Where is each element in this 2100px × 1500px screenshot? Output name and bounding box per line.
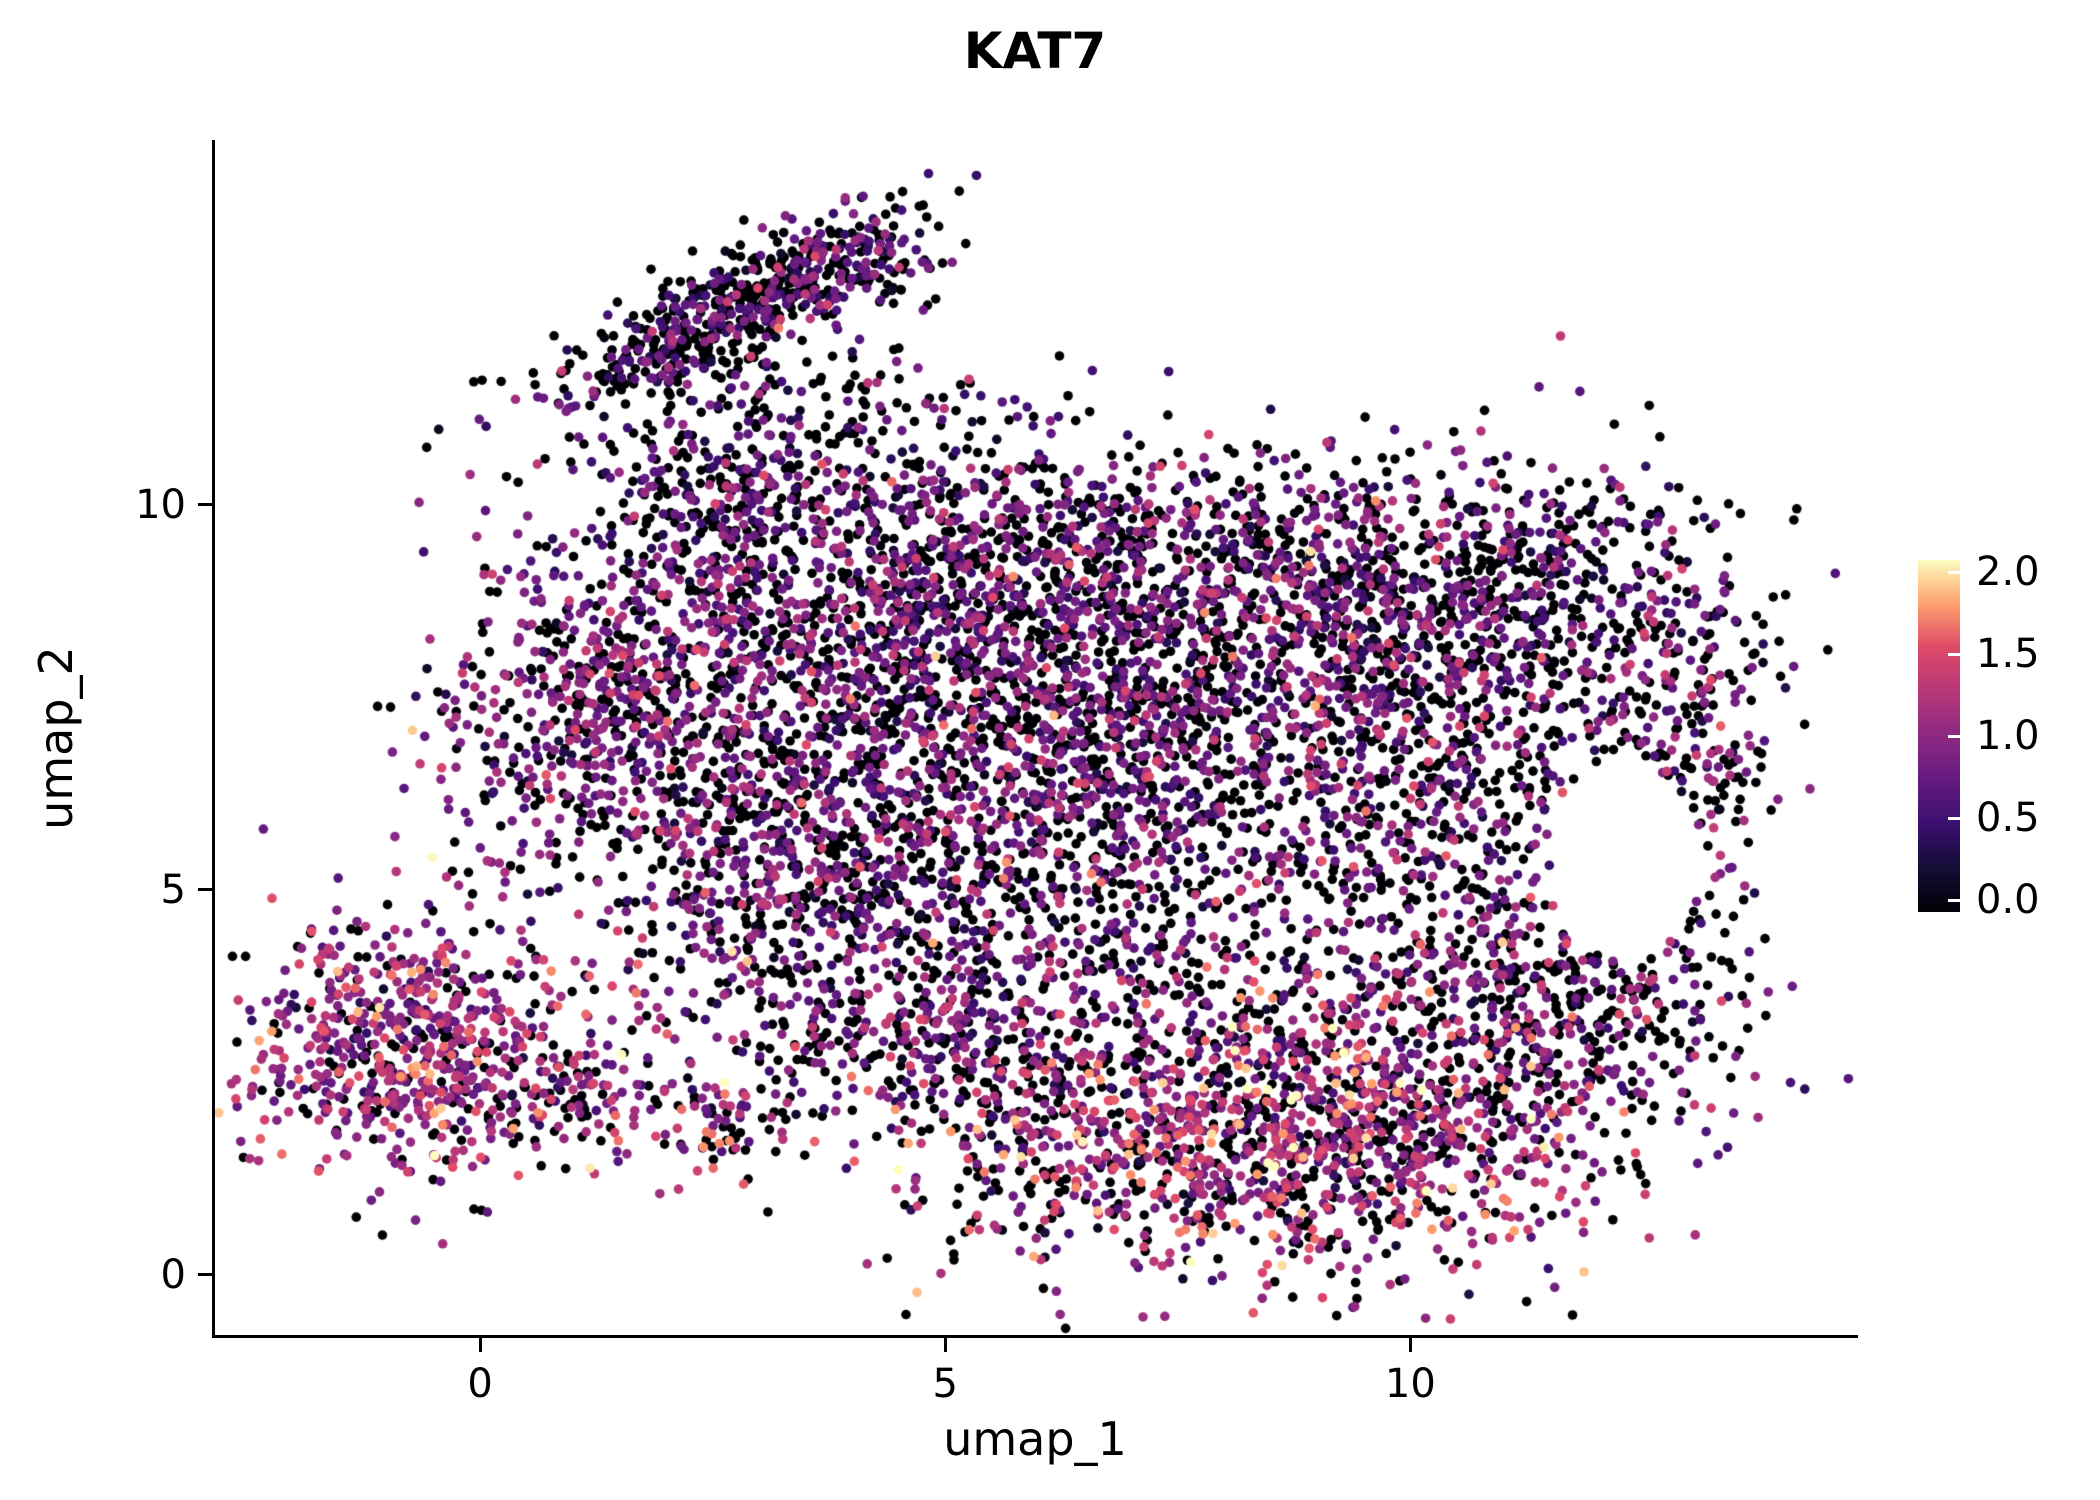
y-axis-label: umap_2 bbox=[28, 140, 84, 1335]
scatter-canvas bbox=[215, 140, 1855, 1335]
y-tick-label: 5 bbox=[160, 866, 186, 913]
x-tick-mark bbox=[1408, 1338, 1412, 1352]
y-axis-label-text: umap_2 bbox=[29, 645, 83, 830]
colorbar-tick-label: 0.0 bbox=[1976, 877, 2040, 923]
colorbar-tick-mark bbox=[1948, 652, 1960, 656]
colorbar-tick-label: 1.0 bbox=[1976, 713, 2040, 759]
x-tick-label: 5 bbox=[932, 1361, 958, 1407]
x-axis-line bbox=[212, 1335, 1858, 1338]
colorbar-tick-label: 0.5 bbox=[1976, 795, 2040, 841]
colorbar-tick-mark bbox=[1948, 898, 1960, 902]
colorbar-tick-mark bbox=[1948, 816, 1960, 820]
y-tick-label: 10 bbox=[135, 481, 186, 528]
chart-title: KAT7 bbox=[963, 22, 1107, 80]
y-tick-mark bbox=[198, 1273, 212, 1277]
y-tick-label: 0 bbox=[160, 1251, 186, 1298]
x-tick-mark bbox=[478, 1338, 482, 1352]
x-tick-label: 10 bbox=[1384, 1361, 1436, 1407]
colorbar-tick-label: 2.0 bbox=[1976, 549, 2040, 595]
x-tick-label: 0 bbox=[467, 1361, 493, 1407]
colorbar-tick-mark bbox=[1948, 734, 1960, 738]
colorbar-tick-mark bbox=[1948, 570, 1960, 574]
y-tick-mark bbox=[198, 888, 212, 892]
x-axis-label: umap_1 bbox=[943, 1412, 1127, 1466]
y-axis-line bbox=[212, 140, 215, 1338]
y-tick-mark bbox=[198, 503, 212, 507]
plot-area bbox=[215, 140, 1855, 1335]
colorbar-tick-label: 1.5 bbox=[1976, 631, 2040, 677]
x-tick-mark bbox=[943, 1338, 947, 1352]
